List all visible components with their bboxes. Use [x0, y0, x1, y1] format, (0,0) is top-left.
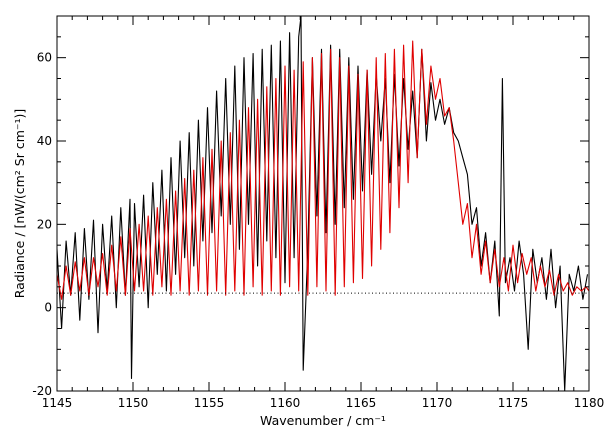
x-tick-label: 1170	[422, 396, 453, 410]
y-axis-title: Radiance / [nW/(cm² Sr cm⁻¹)]	[12, 109, 27, 299]
measured-spectrum-line	[57, 16, 589, 391]
x-tick-label: 1175	[498, 396, 529, 410]
y-tick-label: 40	[37, 134, 52, 148]
x-tick-label: 1180	[574, 396, 605, 410]
x-tick-label: 1145	[42, 396, 73, 410]
model-spectrum-line	[57, 40, 589, 300]
x-tick-label: 1160	[270, 396, 301, 410]
y-tick-label: 60	[37, 51, 52, 65]
x-axis-title: Wavenumber / cm⁻¹	[260, 413, 386, 428]
y-tick-label: 0	[44, 301, 52, 315]
x-tick-label: 1150	[118, 396, 149, 410]
y-tick-label: 20	[37, 217, 52, 231]
y-tick-label: -20	[32, 384, 52, 398]
x-tick-label: 1165	[346, 396, 377, 410]
series-layer	[57, 16, 589, 391]
ticks-layer: 1145 1150 1155 1160 1165 1170 1175 1180 -20 0 20 40…	[32, 15, 605, 410]
x-tick-label: 1155	[194, 396, 225, 410]
